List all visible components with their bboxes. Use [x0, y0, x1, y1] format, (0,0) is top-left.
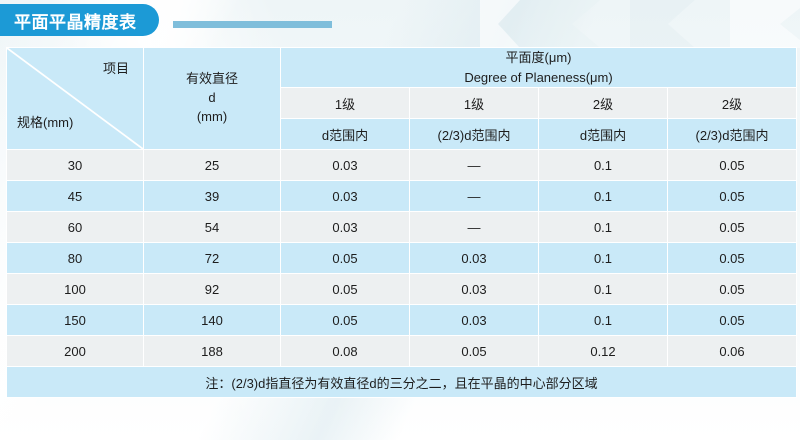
title-underline-bar	[173, 21, 332, 28]
cell-diameter: 140	[144, 305, 280, 335]
cell-diameter: 54	[144, 212, 280, 242]
cell-g2-23d: 0.05	[668, 274, 797, 304]
cell-diameter: 25	[144, 150, 280, 180]
title-band: 平面平晶精度表	[0, 0, 800, 45]
cell-spec: 60	[7, 212, 143, 242]
table-row: 80 72 0.05 0.03 0.1 0.05	[7, 243, 797, 273]
table-row: 100 92 0.05 0.03 0.1 0.05	[7, 274, 797, 304]
cell-g1-23d: —	[410, 212, 538, 242]
range-header-4: (2/3)d范围内	[668, 119, 797, 149]
grade-header-2: 1级	[410, 88, 538, 118]
table-note: 注：(2/3)d指直径为有效直径d的三分之二，且在平晶的中心部分区域	[7, 367, 797, 397]
page-title: 平面平晶精度表	[14, 12, 137, 32]
table-row: 200 188 0.08 0.05 0.12 0.06	[7, 336, 797, 366]
range-header-3: d范围内	[539, 119, 667, 149]
cell-g1-d: 0.03	[281, 150, 409, 180]
table-row: 45 39 0.03 — 0.1 0.05	[7, 181, 797, 211]
cell-g2-23d: 0.05	[668, 243, 797, 273]
cell-g2-23d: 0.05	[668, 212, 797, 242]
cell-g1-d: 0.05	[281, 305, 409, 335]
cell-spec: 200	[7, 336, 143, 366]
cell-g2-d: 0.1	[539, 181, 667, 211]
cell-g2-d: 0.1	[539, 243, 667, 273]
cell-diameter: 92	[144, 274, 280, 304]
cell-diameter: 39	[144, 181, 280, 211]
cell-g1-23d: 0.03	[410, 274, 538, 304]
planeness-accuracy-table: 项目 规格(mm) 有效直径 d (mm) 平面度(μm) Degree of …	[6, 47, 798, 398]
cell-g1-23d: —	[410, 150, 538, 180]
cell-g2-d: 0.1	[539, 274, 667, 304]
table-header-row-2: 1级 1级 2级 2级	[7, 88, 797, 118]
cell-g1-23d: 0.03	[410, 243, 538, 273]
cell-g2-23d: 0.05	[668, 150, 797, 180]
grade-header-3: 2级	[539, 88, 667, 118]
planeness-header-en: Degree of Planeness(μm)	[464, 69, 613, 85]
corner-header-cell: 项目 规格(mm)	[7, 48, 143, 149]
cell-spec: 30	[7, 150, 143, 180]
table-footer-row: 注：(2/3)d指直径为有效直径d的三分之二，且在平晶的中心部分区域	[7, 367, 797, 397]
cell-g1-23d: —	[410, 181, 538, 211]
cell-g1-23d: 0.03	[410, 305, 538, 335]
planeness-header: 平面度(μm) Degree of Planeness(μm)	[281, 48, 797, 87]
cell-g2-23d: 0.05	[668, 305, 797, 335]
table-row: 150 140 0.05 0.03 0.1 0.05	[7, 305, 797, 335]
cell-spec: 100	[7, 274, 143, 304]
diagonal-divider-icon	[7, 48, 143, 149]
planeness-header-cn: 平面度(μm)	[505, 50, 572, 65]
effective-diameter-line3: (mm)	[196, 108, 228, 124]
effective-diameter-line2: d	[208, 90, 216, 106]
cell-spec: 80	[7, 243, 143, 273]
table-header-row-1: 项目 规格(mm) 有效直径 d (mm) 平面度(μm) Degree of …	[7, 48, 797, 149]
cell-g1-d: 0.03	[281, 181, 409, 211]
corner-spec-label: 规格(mm)	[17, 115, 74, 130]
cell-g1-d: 0.08	[281, 336, 409, 366]
cell-g2-23d: 0.05	[668, 181, 797, 211]
cell-g1-d: 0.05	[281, 243, 409, 273]
cell-g2-d: 0.1	[539, 305, 667, 335]
spec-table-container: 项目 规格(mm) 有效直径 d (mm) 平面度(μm) Degree of …	[6, 47, 798, 398]
cell-g1-d: 0.05	[281, 274, 409, 304]
cell-g2-23d: 0.06	[668, 336, 797, 366]
table-header-row-3: d范围内 (2/3)d范围内 d范围内 (2/3)d范围内	[7, 119, 797, 149]
range-header-1: d范围内	[281, 119, 409, 149]
cell-spec: 150	[7, 305, 143, 335]
cell-g1-23d: 0.05	[410, 336, 538, 366]
effective-diameter-header: 有效直径 d (mm)	[144, 48, 280, 149]
cell-diameter: 188	[144, 336, 280, 366]
title-banner: 平面平晶精度表	[0, 4, 159, 36]
cell-g1-d: 0.03	[281, 212, 409, 242]
cell-g2-d: 0.12	[539, 336, 667, 366]
cell-diameter: 72	[144, 243, 280, 273]
table-row: 60 54 0.03 — 0.1 0.05	[7, 212, 797, 242]
cell-spec: 45	[7, 181, 143, 211]
range-header-2: (2/3)d范围内	[410, 119, 538, 149]
effective-diameter-line1: 有效直径	[185, 71, 238, 87]
grade-header-4: 2级	[668, 88, 797, 118]
cell-g2-d: 0.1	[539, 212, 667, 242]
cell-g2-d: 0.1	[539, 150, 667, 180]
grade-header-1: 1级	[281, 88, 409, 118]
corner-item-label: 项目	[102, 61, 129, 76]
table-row: 30 25 0.03 — 0.1 0.05	[7, 150, 797, 180]
